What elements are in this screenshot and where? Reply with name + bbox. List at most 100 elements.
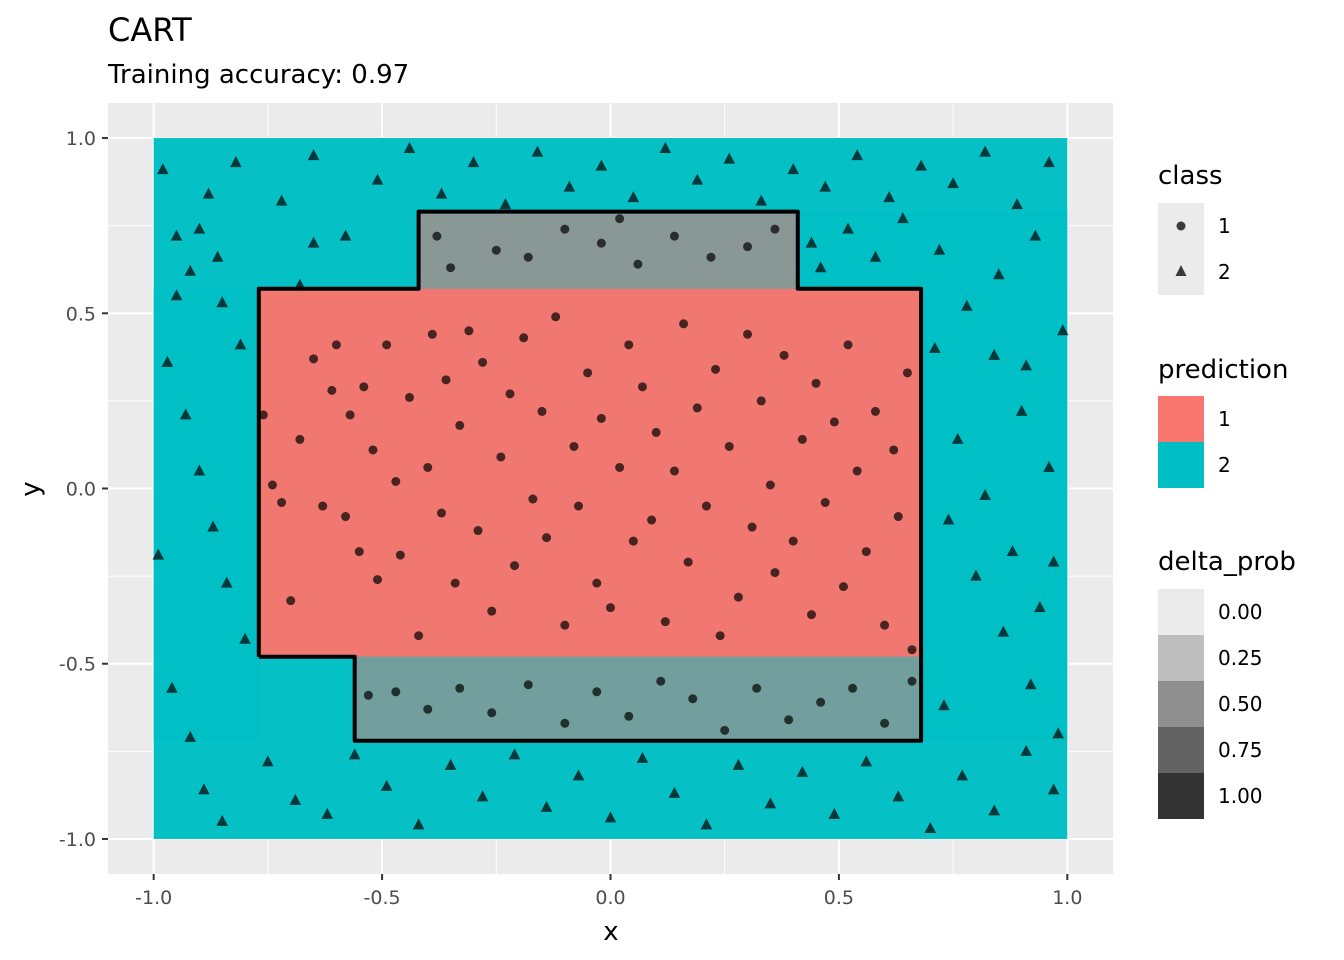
point-class-1 (724, 441, 734, 451)
point-class-1 (624, 711, 634, 721)
point-class-1 (711, 364, 721, 374)
point-class-2 (207, 520, 219, 532)
point-class-1 (309, 354, 319, 364)
point-class-1 (880, 718, 890, 728)
point-class-1 (382, 340, 392, 350)
point-class-2 (819, 180, 832, 192)
y-tick-label: 0.0 (66, 479, 96, 501)
point-class-2 (170, 229, 183, 241)
point-class-1 (341, 512, 351, 522)
point-class-1 (861, 547, 871, 557)
point-class-2 (860, 755, 873, 767)
point-class-2 (764, 797, 777, 809)
point-class-2 (531, 145, 544, 157)
point-class-1 (683, 557, 693, 567)
point-class-2 (307, 236, 320, 248)
point-class-1 (286, 596, 296, 606)
point-class-1 (519, 333, 529, 343)
point-class-1 (267, 480, 277, 490)
point-class-2 (230, 156, 242, 168)
x-axis-title: x (603, 917, 618, 947)
point-class-2 (938, 699, 950, 711)
point-class-2 (170, 289, 183, 301)
point-class-2 (444, 758, 457, 770)
point-class-1 (660, 617, 670, 627)
point-class-1 (720, 725, 730, 735)
point-class-2 (595, 159, 608, 171)
point-class-1 (491, 245, 501, 255)
point-class-2 (979, 489, 991, 501)
point-class-1 (596, 238, 606, 248)
point-class-1 (688, 694, 698, 704)
point-class-1 (583, 368, 593, 378)
point-class-1 (560, 718, 570, 728)
point-class-1 (596, 413, 606, 423)
point-class-1 (258, 410, 268, 420)
point-class-2 (897, 212, 909, 224)
prediction-regions (153, 138, 1068, 839)
point-class-1 (373, 575, 383, 585)
point-class-2 (951, 432, 964, 444)
point-class-1 (496, 452, 506, 462)
point-class-2 (202, 187, 215, 199)
point-class-2 (216, 814, 229, 826)
legend-delta-prob-keys: 0.00 0.25 0.50 0.75 1.00 (1158, 589, 1263, 819)
y-tick-label: -0.5 (59, 654, 96, 676)
x-tick-label: -0.5 (364, 887, 401, 909)
point-class-1 (889, 445, 899, 455)
point-class-1 (811, 378, 821, 388)
point-class-1 (478, 357, 488, 367)
point-class-1 (523, 252, 533, 262)
point-class-2 (869, 250, 882, 262)
point-class-1 (391, 476, 401, 486)
point-class-1 (560, 224, 570, 234)
point-class-1 (354, 547, 364, 557)
point-class-1 (656, 676, 666, 686)
point-class-2 (956, 769, 969, 781)
legend-class-label-1: 1 (1218, 214, 1231, 238)
point-class-2 (1029, 229, 1042, 241)
point-class-1 (628, 536, 638, 546)
prediction-region-1 (418, 211, 798, 289)
point-class-2 (467, 156, 480, 168)
point-class-2 (198, 783, 210, 795)
point-class-1 (395, 550, 405, 560)
point-class-2 (636, 751, 649, 763)
legend-delta-prob-label: 0.50 (1218, 692, 1263, 716)
prediction-region-2 (921, 288, 1068, 741)
point-class-2 (157, 163, 169, 175)
point-class-2 (184, 730, 197, 742)
point-class-1 (765, 480, 775, 490)
point-class-2 (947, 177, 959, 189)
point-class-2 (572, 769, 585, 781)
point-class-2 (348, 748, 361, 760)
point-class-2 (179, 408, 192, 420)
y-tick-label: 0.5 (66, 303, 96, 325)
point-class-1 (907, 676, 917, 686)
axes: -1.0 -0.5 0.0 0.5 1.0 -1.0 -0.5 0.0 0.5 1.0 (59, 128, 1083, 909)
point-class-1 (816, 697, 826, 707)
legend-delta-prob-label: 1.00 (1218, 784, 1263, 808)
point-class-2 (193, 464, 206, 476)
point-class-2 (403, 142, 416, 154)
point-class-1 (569, 441, 579, 451)
point-class-1 (427, 329, 437, 339)
legend-prediction-title: prediction (1158, 355, 1288, 385)
point-class-2 (161, 355, 174, 367)
point-class-2 (732, 758, 745, 770)
point-class-1 (848, 683, 858, 693)
legend-delta-prob-label: 0.25 (1218, 646, 1263, 670)
point-class-1 (487, 708, 497, 718)
point-class-1 (902, 368, 912, 378)
y-tick-label: 1.0 (66, 128, 96, 150)
point-class-1 (807, 610, 816, 620)
point-class-1 (637, 382, 647, 392)
point-class-1 (615, 462, 625, 472)
point-class-2 (412, 818, 425, 830)
point-class-2 (193, 222, 206, 234)
point-class-1 (391, 687, 401, 697)
point-class-2 (435, 187, 448, 199)
legend-class: class 1 2 (1158, 161, 1231, 295)
point-class-1 (715, 631, 725, 641)
legend-class-label-2: 2 (1218, 260, 1231, 284)
